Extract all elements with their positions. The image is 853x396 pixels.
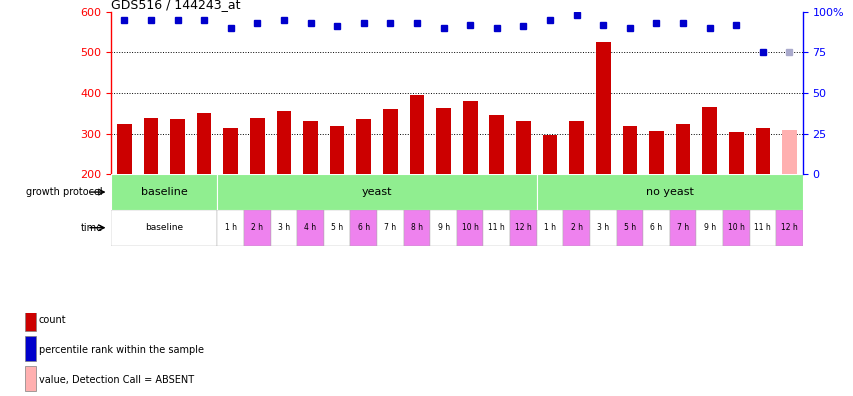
Text: 5 h: 5 h	[331, 223, 343, 232]
FancyBboxPatch shape	[111, 210, 218, 246]
Bar	[223, 128, 238, 174]
FancyBboxPatch shape	[775, 210, 802, 246]
FancyBboxPatch shape	[377, 210, 403, 246]
Text: 3 h: 3 h	[596, 223, 608, 232]
Bar	[383, 109, 397, 174]
Text: 2 h: 2 h	[570, 223, 582, 232]
Text: 10 h: 10 h	[461, 223, 478, 232]
FancyBboxPatch shape	[218, 210, 244, 246]
Bar	[409, 95, 424, 174]
FancyBboxPatch shape	[749, 210, 775, 246]
FancyBboxPatch shape	[270, 210, 297, 246]
Text: 11 h: 11 h	[753, 223, 770, 232]
Bar	[462, 101, 477, 174]
Bar	[26, 366, 36, 391]
Bar	[250, 118, 264, 174]
Text: 9 h: 9 h	[703, 223, 715, 232]
FancyBboxPatch shape	[509, 210, 536, 246]
Bar	[26, 336, 36, 361]
Text: growth protocol: growth protocol	[26, 187, 102, 197]
Bar	[276, 111, 291, 174]
Text: GDS516 / 144243_at: GDS516 / 144243_at	[111, 0, 241, 11]
FancyBboxPatch shape	[563, 210, 589, 246]
FancyBboxPatch shape	[297, 210, 323, 246]
Text: 4 h: 4 h	[305, 223, 316, 232]
Bar	[595, 42, 610, 174]
Text: 2 h: 2 h	[251, 223, 263, 232]
Text: 12 h: 12 h	[780, 223, 797, 232]
FancyBboxPatch shape	[111, 174, 218, 210]
Bar	[648, 131, 663, 174]
Text: value, Detection Call = ABSENT: value, Detection Call = ABSENT	[39, 375, 194, 385]
Text: percentile rank within the sample: percentile rank within the sample	[39, 345, 204, 355]
FancyBboxPatch shape	[403, 210, 430, 246]
Bar	[728, 131, 743, 174]
FancyBboxPatch shape	[244, 210, 270, 246]
Bar	[303, 121, 317, 174]
Text: 12 h: 12 h	[514, 223, 531, 232]
Bar	[755, 128, 769, 174]
Text: 7 h: 7 h	[676, 223, 688, 232]
Bar	[143, 118, 158, 174]
Bar	[196, 113, 212, 174]
Text: time: time	[80, 223, 102, 233]
Text: 5 h: 5 h	[623, 223, 635, 232]
Text: 1 h: 1 h	[543, 223, 555, 232]
Bar	[170, 119, 184, 174]
Text: 6 h: 6 h	[650, 223, 662, 232]
FancyBboxPatch shape	[642, 210, 669, 246]
FancyBboxPatch shape	[483, 210, 509, 246]
Bar	[542, 135, 557, 174]
Text: baseline: baseline	[141, 187, 188, 197]
FancyBboxPatch shape	[218, 174, 536, 210]
Text: 3 h: 3 h	[277, 223, 290, 232]
Text: baseline: baseline	[145, 223, 183, 232]
Text: 9 h: 9 h	[437, 223, 450, 232]
FancyBboxPatch shape	[536, 210, 563, 246]
Text: count: count	[39, 315, 67, 326]
FancyBboxPatch shape	[616, 210, 642, 246]
Bar	[26, 306, 36, 331]
Bar	[781, 129, 796, 174]
Bar	[515, 122, 530, 174]
FancyBboxPatch shape	[536, 174, 802, 210]
Bar	[701, 107, 717, 174]
Text: 10 h: 10 h	[727, 223, 744, 232]
Bar	[569, 122, 583, 174]
FancyBboxPatch shape	[350, 210, 377, 246]
Text: 11 h: 11 h	[488, 223, 505, 232]
Bar	[622, 126, 636, 174]
FancyBboxPatch shape	[589, 210, 616, 246]
Text: 1 h: 1 h	[224, 223, 236, 232]
FancyBboxPatch shape	[430, 210, 456, 246]
FancyBboxPatch shape	[695, 210, 722, 246]
Text: 8 h: 8 h	[410, 223, 422, 232]
Bar	[675, 124, 689, 174]
FancyBboxPatch shape	[722, 210, 749, 246]
FancyBboxPatch shape	[669, 210, 695, 246]
Bar	[436, 109, 450, 174]
FancyBboxPatch shape	[323, 210, 350, 246]
Bar	[356, 120, 371, 174]
Text: yeast: yeast	[362, 187, 392, 197]
Text: 7 h: 7 h	[384, 223, 396, 232]
Bar	[117, 124, 131, 174]
Bar	[489, 114, 503, 174]
Text: no yeast: no yeast	[645, 187, 693, 197]
Bar	[329, 126, 344, 174]
Text: 6 h: 6 h	[357, 223, 369, 232]
FancyBboxPatch shape	[456, 210, 483, 246]
